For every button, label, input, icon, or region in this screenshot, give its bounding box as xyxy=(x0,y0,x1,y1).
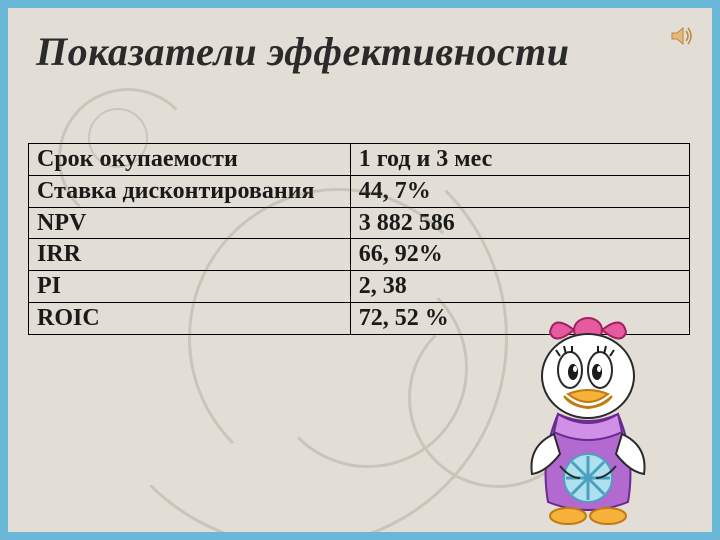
table-row: IRR66, 92% xyxy=(29,239,690,271)
metric-name: Ставка дисконтирования xyxy=(29,175,351,207)
metric-value: 2, 38 xyxy=(350,271,689,303)
table-row: Ставка дисконтирования44, 7% xyxy=(29,175,690,207)
metric-value: 44, 7% xyxy=(350,175,689,207)
metric-name: IRR xyxy=(29,239,351,271)
table-row: PI2, 38 xyxy=(29,271,690,303)
slide-title: Показатели эффективности xyxy=(8,8,712,83)
metric-name: PI xyxy=(29,271,351,303)
slide-body: Показатели эффективности Срок окупаемост… xyxy=(8,8,712,532)
table-row: Срок окупаемости1 год и 3 мес xyxy=(29,144,690,176)
metric-name: Срок окупаемости xyxy=(29,144,351,176)
slide-frame: Показатели эффективности Срок окупаемост… xyxy=(0,0,720,540)
cartoon-duck xyxy=(488,306,688,526)
table-row: NPV3 882 586 xyxy=(29,207,690,239)
metric-name: NPV xyxy=(29,207,351,239)
metric-value: 66, 92% xyxy=(350,239,689,271)
metric-name: ROIC xyxy=(29,302,351,334)
sound-icon[interactable] xyxy=(668,22,696,50)
metric-value: 3 882 586 xyxy=(350,207,689,239)
metric-value: 1 год и 3 мес xyxy=(350,144,689,176)
